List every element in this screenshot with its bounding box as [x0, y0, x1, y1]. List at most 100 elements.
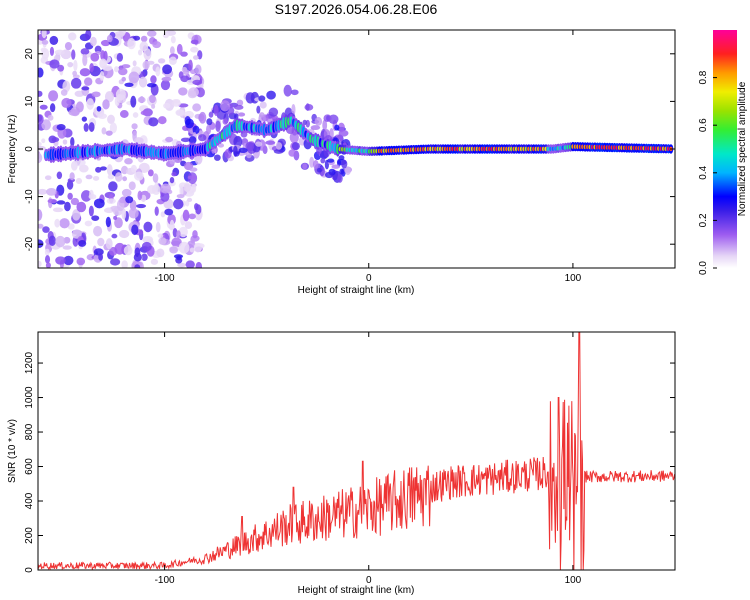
- spectrogram-scatter-cell: [185, 118, 194, 129]
- spectrogram-noise-cell: [75, 101, 84, 113]
- spectrogram-scatter-cell: [291, 142, 300, 151]
- spectrogram-scatter-cell: [222, 118, 228, 125]
- spectrogram-noise-cell: [176, 43, 183, 55]
- spectrogram-noise-cell: [110, 258, 121, 266]
- spectrogram-noise-cell: [169, 246, 178, 254]
- spectrogram-noise-cell: [150, 258, 159, 265]
- spectrogram-x-tick-label: 100: [565, 273, 582, 284]
- spectrogram-noise-cell: [177, 262, 187, 268]
- spectrogram-noise-cell: [193, 55, 199, 60]
- spectrogram-noise-cell: [184, 221, 193, 229]
- spectrogram-noise-cell: [152, 173, 159, 183]
- spectrogram-noise-cell: [38, 223, 44, 229]
- spectrogram-scatter-cell: [259, 101, 267, 109]
- spectrogram-noise-cell: [122, 176, 128, 182]
- spectrogram-noise-cell: [124, 82, 134, 87]
- spectrogram-noise-cell: [188, 59, 193, 72]
- spectrogram-noise-cell: [79, 164, 89, 173]
- spectrogram-noise-cell: [45, 262, 51, 268]
- spectrogram-scatter-cell: [259, 112, 265, 118]
- spectrogram-noise-cell: [48, 90, 59, 102]
- spectrogram-y-tick-label: -10: [24, 189, 35, 204]
- spectrogram-scatter-cell: [237, 112, 246, 117]
- spectrogram-noise-cell: [190, 69, 197, 75]
- spectrogram-noise-cell: [141, 253, 148, 262]
- spectrogram-noise-cell: [83, 123, 89, 132]
- snr-series-line: [38, 332, 675, 570]
- spectrogram-noise-cell: [182, 209, 190, 222]
- spectrogram-noise-cell: [169, 158, 176, 165]
- spectrogram-scatter-cell: [273, 149, 284, 154]
- spectrogram-noise-cell: [151, 103, 156, 109]
- spectrogram-noise-cell: [192, 79, 203, 86]
- spectrogram-noise-cell: [42, 226, 50, 233]
- spectrogram-noise-cell: [121, 208, 127, 220]
- spectrogram-noise-cell: [168, 180, 176, 187]
- spectrogram-noise-cell: [160, 191, 170, 202]
- spectrogram-noise-cell: [150, 75, 157, 84]
- spectrogram-noise-cell: [38, 188, 48, 195]
- spectrogram-y-tick-label: -20: [24, 237, 35, 252]
- spectrogram-noise-cell: [92, 175, 100, 181]
- spectrogram-noise-cell: [111, 233, 118, 239]
- spectrogram-scatter-cell: [314, 116, 323, 126]
- spectrogram-noise-cell: [157, 233, 164, 239]
- spectrogram-noise-cell: [86, 98, 95, 110]
- spectrogram-scatter-cell: [180, 137, 191, 143]
- spectrogram-noise-cell: [155, 66, 161, 77]
- spectrogram-noise-cell: [114, 66, 119, 73]
- spectrogram-noise-cell: [136, 203, 147, 209]
- spectrogram-noise-cell: [90, 36, 97, 47]
- snr-x-tick-label: -100: [155, 575, 175, 586]
- spectrogram-noise-cell: [44, 175, 52, 181]
- spectrogram-noise-cell: [102, 99, 110, 110]
- spectrogram-noise-cell: [171, 237, 182, 248]
- snr-x-tick-label: 0: [366, 575, 372, 586]
- spectrogram-scatter-cell: [215, 120, 221, 132]
- spectrogram-noise-cell: [100, 39, 111, 47]
- spectrogram-noise-cell: [114, 242, 126, 255]
- colorbar-tick-label: 0.0: [698, 261, 709, 275]
- spectrogram-noise-cell: [108, 181, 118, 192]
- spectrogram-noise-cell: [148, 117, 159, 127]
- spectrogram-heatmap: [38, 30, 674, 268]
- spectrogram-noise-cell: [164, 208, 174, 216]
- spectrogram-noise-cell: [41, 119, 51, 131]
- spectrogram-noise-cell: [137, 96, 146, 103]
- spectrogram-noise-cell: [158, 237, 167, 245]
- spectrogram-scatter-cell: [208, 111, 214, 118]
- spectrogram-noise-cell: [140, 35, 148, 43]
- spectrogram-scatter-cell: [283, 84, 292, 97]
- spectrogram-noise-cell: [79, 68, 91, 77]
- spectrogram-noise-cell: [98, 253, 104, 261]
- spectrogram-noise-cell: [48, 235, 56, 247]
- spectrogram-noise-cell: [190, 46, 199, 53]
- spectrogram-noise-cell: [141, 241, 152, 252]
- spectrogram-noise-cell: [76, 201, 87, 213]
- spectrogram-noise-cell: [125, 196, 134, 204]
- spectrogram-noise-cell: [67, 192, 73, 200]
- spectrogram-scatter-cell: [233, 135, 243, 148]
- spectrogram-noise-cell: [54, 218, 61, 228]
- spectrogram-noise-cell: [132, 35, 141, 41]
- spectrogram-noise-cell: [160, 79, 171, 91]
- spectrogram-scatter-cell: [188, 136, 197, 145]
- spectrogram-scatter-cell: [339, 168, 345, 175]
- spectrogram-noise-cell: [169, 56, 177, 65]
- spectrogram-noise-cell: [96, 105, 102, 112]
- spectrogram-scatter-cell: [233, 145, 238, 157]
- spectrogram-noise-cell: [64, 201, 71, 212]
- spectrogram-noise-cell: [72, 70, 78, 76]
- spectrogram-noise-cell: [63, 255, 74, 266]
- spectrogram-scatter-cell: [213, 104, 219, 117]
- spectrogram-scatter-cell: [327, 158, 335, 163]
- spectrogram-noise-cell: [185, 260, 195, 268]
- spectrogram-x-axis-label: Height of straight line (km): [298, 285, 415, 296]
- spectrogram-noise-cell: [85, 30, 92, 40]
- spectrogram-noise-cell: [38, 260, 42, 268]
- spectrogram-noise-cell: [95, 166, 102, 173]
- snr-x-axis-label: Height of straight line (km): [298, 585, 415, 596]
- colorbar-tick-label: 0.2: [698, 213, 709, 227]
- colorbar-tick-label: 0.6: [698, 118, 709, 132]
